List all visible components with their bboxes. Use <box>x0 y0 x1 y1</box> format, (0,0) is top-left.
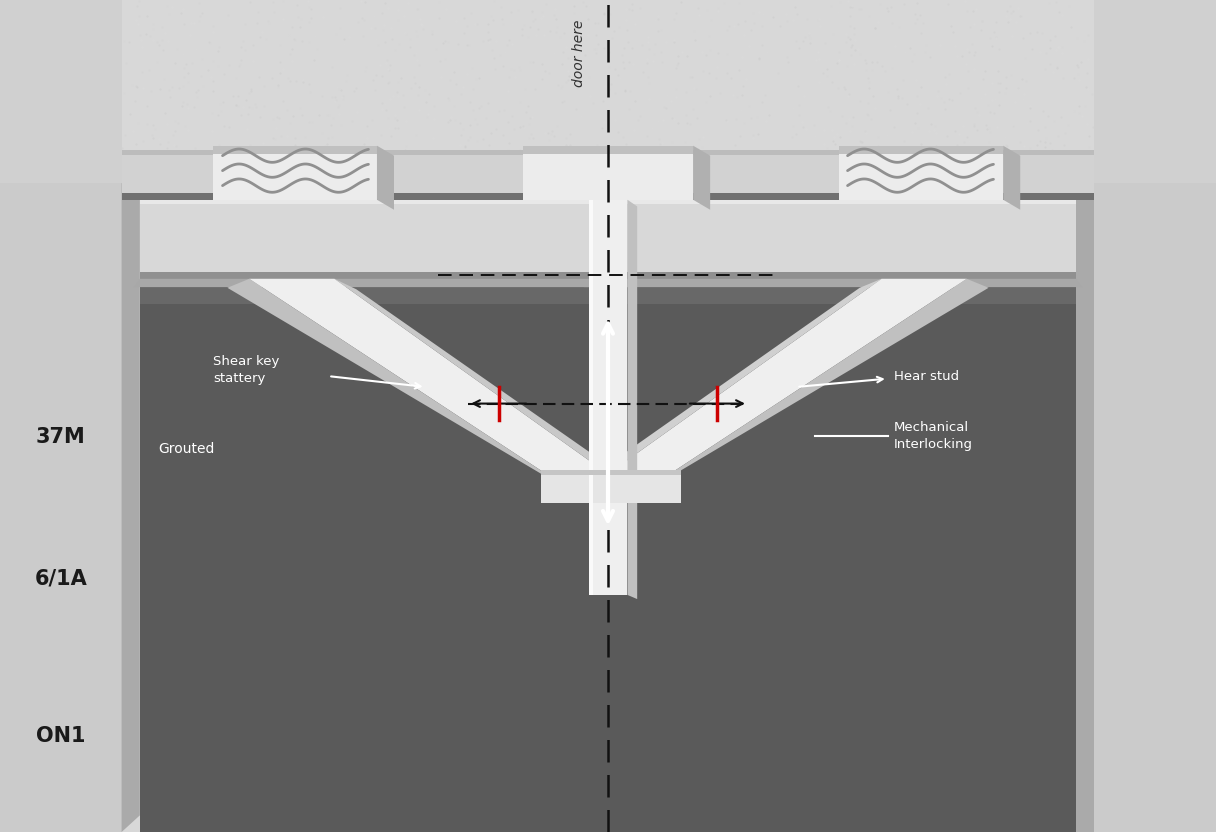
Text: Mechanical
Interlocking: Mechanical Interlocking <box>894 421 973 451</box>
Polygon shape <box>213 146 377 154</box>
Polygon shape <box>589 200 627 595</box>
Polygon shape <box>578 470 681 475</box>
Polygon shape <box>584 279 1082 287</box>
Polygon shape <box>140 200 626 204</box>
Polygon shape <box>122 183 140 832</box>
Polygon shape <box>227 279 559 483</box>
Text: Hear stud: Hear stud <box>894 369 959 383</box>
Text: Shear key
stattery: Shear key stattery <box>213 355 280 385</box>
Polygon shape <box>523 146 693 200</box>
Text: ON1: ON1 <box>36 726 85 746</box>
Polygon shape <box>839 146 1003 154</box>
Text: 6/1A: 6/1A <box>34 568 88 588</box>
Text: 37M: 37M <box>36 427 85 447</box>
Polygon shape <box>213 146 377 200</box>
Polygon shape <box>541 470 644 503</box>
Polygon shape <box>590 200 1076 204</box>
Text: Grouted: Grouted <box>158 443 214 456</box>
Polygon shape <box>0 0 122 183</box>
Polygon shape <box>590 200 1076 279</box>
Polygon shape <box>523 146 693 154</box>
Polygon shape <box>627 200 637 599</box>
Polygon shape <box>140 279 1076 832</box>
Polygon shape <box>0 0 122 832</box>
Polygon shape <box>140 200 626 279</box>
Polygon shape <box>589 200 593 595</box>
Polygon shape <box>1003 146 1020 210</box>
Polygon shape <box>122 193 1094 200</box>
Polygon shape <box>140 272 626 279</box>
Polygon shape <box>122 150 1094 155</box>
Polygon shape <box>590 272 1076 279</box>
Polygon shape <box>249 279 620 483</box>
Text: door here: door here <box>572 20 586 87</box>
Polygon shape <box>122 150 1094 200</box>
Polygon shape <box>1076 183 1094 832</box>
Polygon shape <box>1094 0 1216 832</box>
Polygon shape <box>587 279 882 483</box>
Polygon shape <box>1094 0 1216 183</box>
Polygon shape <box>693 146 710 210</box>
Polygon shape <box>541 470 644 475</box>
Polygon shape <box>140 279 1076 304</box>
Polygon shape <box>334 279 629 483</box>
Polygon shape <box>134 279 632 287</box>
Polygon shape <box>657 279 989 483</box>
Polygon shape <box>596 279 967 483</box>
Polygon shape <box>377 146 394 210</box>
Polygon shape <box>0 0 1216 183</box>
Polygon shape <box>839 146 1003 200</box>
Polygon shape <box>578 470 681 503</box>
